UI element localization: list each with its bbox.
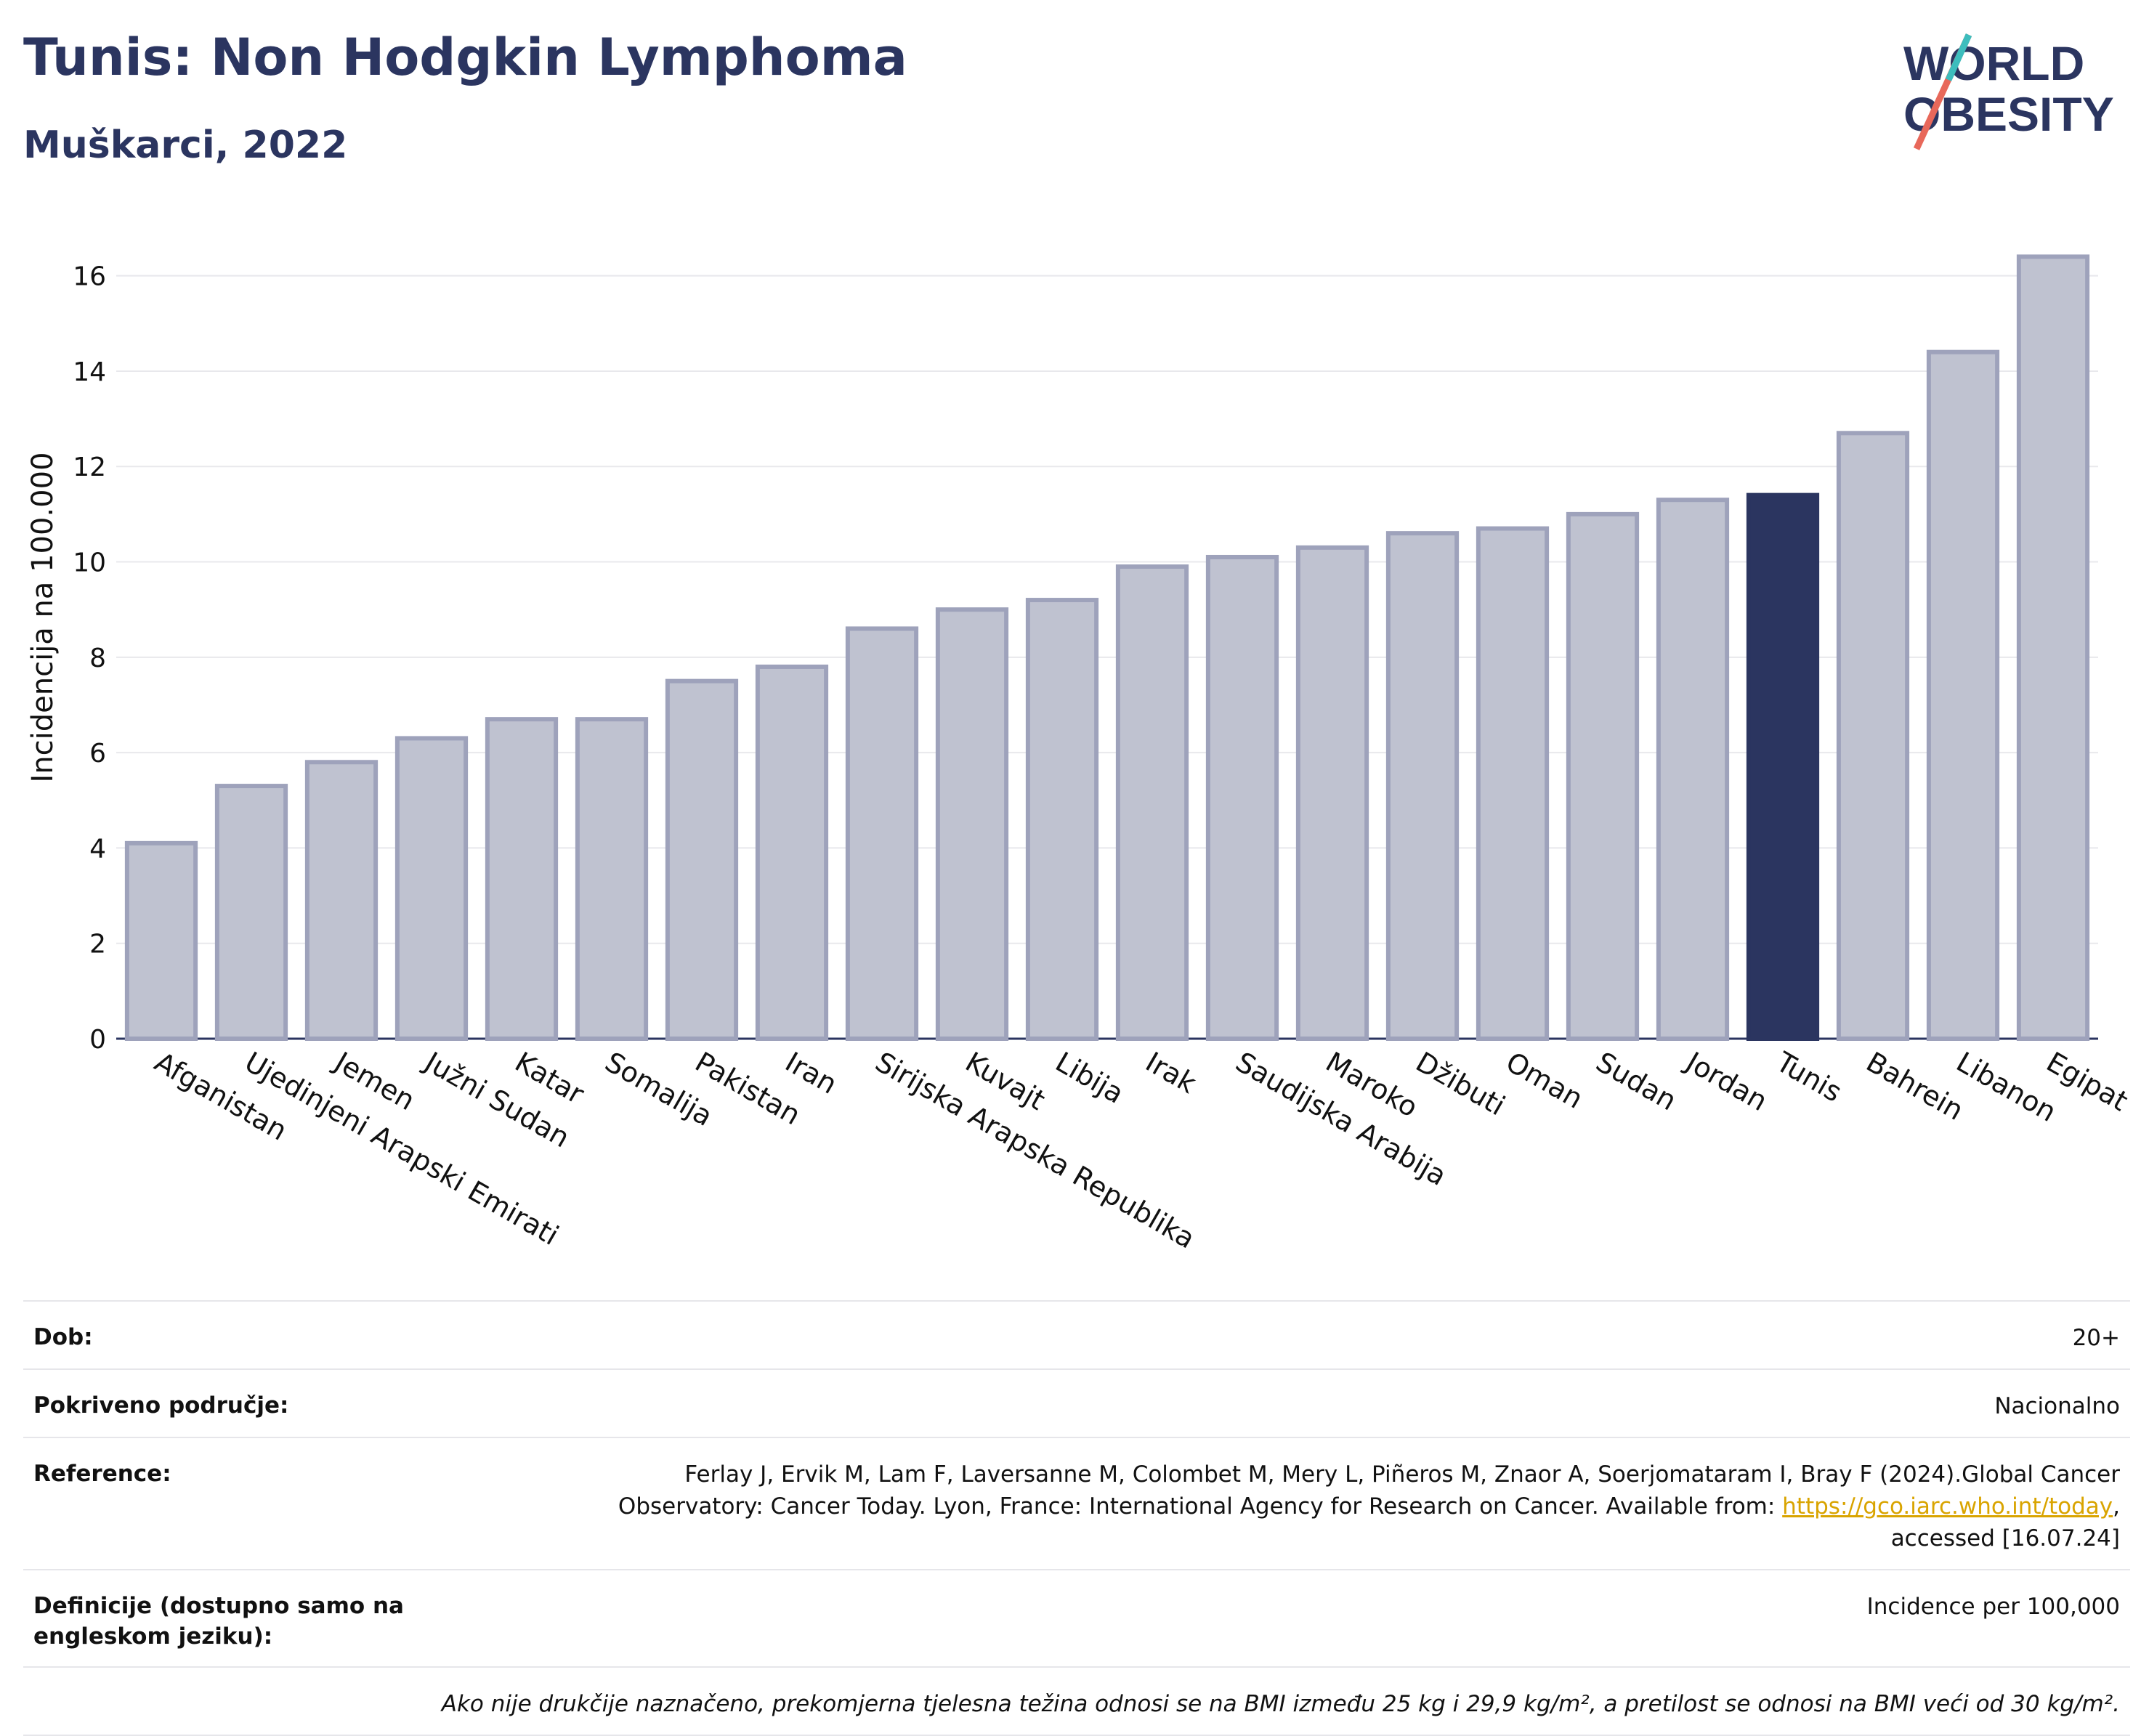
bar-sudan: [1566, 511, 1640, 1042]
bars: [124, 254, 2090, 1042]
bar-tunis: [1746, 492, 1820, 1041]
bar-pakistan: [665, 678, 739, 1041]
bar-irak: [1115, 564, 1189, 1041]
x-tick-label: Irak: [1141, 1046, 1202, 1100]
bar-jordan: [1656, 498, 1730, 1041]
bar-afganistan: [124, 840, 198, 1041]
bar-ujedinjeni-arapski-emirati: [214, 784, 288, 1042]
bar-sirijska-arapska-republika: [845, 626, 919, 1041]
bar-džibuti: [1385, 531, 1460, 1041]
y-tick-labels: 0 2 4 6 8 10 12 14 16: [73, 262, 106, 1055]
reference-line-2-text: Observatory: Cancer Today. Lyon, France:…: [618, 1493, 1783, 1520]
bar-kuvajt: [935, 607, 1009, 1041]
bar-južni-sudan: [394, 736, 469, 1041]
meta-coverage-label: Pokriveno područje:: [33, 1392, 289, 1419]
y-tick-label: 4: [89, 834, 106, 864]
meta-definitions-label: Definicije (dostupno samo na engleskom j…: [33, 1593, 404, 1650]
bar-oman: [1476, 526, 1550, 1041]
chart-title: Tunis: Non Hodgkin Lymphoma: [23, 28, 907, 87]
reference-line-1: Ferlay J, Ervik M, Lam F, Laversanne M, …: [684, 1461, 2120, 1488]
world-obesity-logo: WORLD OBESITY: [1903, 33, 2114, 150]
x-tick-label: Oman: [1501, 1046, 1589, 1115]
y-axis-label: Incidencija na 100.000: [26, 452, 60, 782]
y-tick-label: 6: [89, 739, 106, 768]
bar-jemen: [304, 760, 379, 1041]
meta-row-definitions: Definicije (dostupno samo na engleskom j…: [23, 1569, 2130, 1666]
meta-coverage-value: Nacionalno: [1994, 1393, 2120, 1419]
bar-maroko: [1295, 545, 1369, 1042]
y-tick-label: 2: [89, 930, 106, 960]
reference-line-2-end: ,: [2113, 1493, 2120, 1520]
x-tick-label: Iran: [780, 1046, 843, 1100]
bar-saudijska-arabija: [1205, 554, 1279, 1041]
chart-subtitle: Muškarci, 2022: [23, 123, 348, 167]
y-tick-label: 0: [89, 1025, 106, 1055]
meta-note: Ako nije drukčije naznačeno, prekomjerna…: [441, 1691, 2120, 1717]
bar-libija: [1025, 598, 1099, 1041]
x-tick-label: Džibuti: [1411, 1046, 1511, 1122]
reference-line-3: accessed [16.07.24]: [1890, 1525, 2120, 1552]
y-tick-label: 12: [73, 453, 106, 482]
meta-row-reference: Reference: Ferlay J, Ervik M, Lam F, Lav…: [23, 1437, 2130, 1569]
bar-iran: [755, 664, 829, 1041]
logo-text-world: WORLD: [1903, 36, 2084, 90]
y-tick-label: 10: [73, 548, 106, 578]
meta-row-coverage: Pokriveno područje: Nacionalno: [23, 1368, 2130, 1437]
metadata-table: Dob: 20+ Pokriveno područje: Nacionalno …: [23, 1300, 2130, 1736]
x-tick-label: Libija: [1051, 1046, 1130, 1110]
meta-definitions-value: Incidence per 100,000: [1866, 1594, 2120, 1620]
bar-somalija: [575, 717, 649, 1042]
reference-link[interactable]: https://gco.iarc.who.int/today: [1782, 1493, 2113, 1520]
meta-reference-value: Ferlay J, Ervik M, Lam F, Laversanne M, …: [542, 1459, 2120, 1554]
bar-bahrein: [1836, 431, 1910, 1041]
meta-age-value: 20+: [2072, 1325, 2120, 1351]
bar-katar: [485, 717, 559, 1042]
x-tick-label: Libanon: [1951, 1046, 2062, 1128]
y-tick-label: 16: [73, 262, 106, 292]
y-tick-label: 8: [89, 644, 106, 673]
meta-row-age: Dob: 20+: [23, 1300, 2130, 1368]
x-tick-label: Bahrein: [1861, 1046, 1970, 1127]
meta-reference-label: Reference:: [33, 1461, 171, 1487]
bar-egipat: [2016, 254, 2090, 1042]
x-tick-label: Sudan: [1591, 1046, 1683, 1117]
x-tick-label: Jordan: [1680, 1045, 1773, 1118]
meta-age-label: Dob:: [33, 1324, 93, 1350]
y-tick-label: 14: [73, 357, 106, 387]
meta-row-note: Ako nije drukčije naznačeno, prekomjerna…: [23, 1666, 2130, 1736]
logo-slash-teal: [1945, 33, 1972, 81]
reference-line-2: Observatory: Cancer Today. Lyon, France:…: [542, 1490, 2120, 1522]
bar-libanon: [1926, 349, 2000, 1041]
x-tick-label: Tunis: [1770, 1045, 1848, 1108]
